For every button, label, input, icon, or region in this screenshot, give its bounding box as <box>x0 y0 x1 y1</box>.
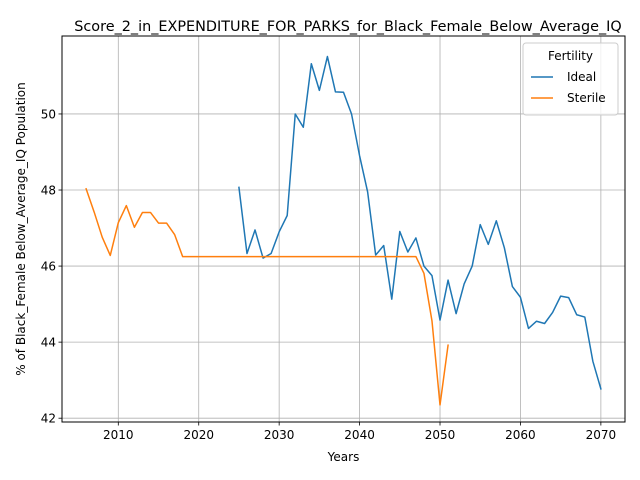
x-tick-label: 2040 <box>344 428 375 442</box>
x-axis: 2010 2020 2030 2040 2050 2060 2070 <box>103 422 616 442</box>
plot-frame <box>61 35 626 423</box>
chart-title: Score_2_in_EXPENDITURE_FOR_PARKS_for_Bla… <box>74 19 621 35</box>
y-axis-label: % of Black_Female Below_Average_IQ Popul… <box>14 82 28 376</box>
y-tick-label: 46 <box>41 260 56 274</box>
legend-label-sterile: Sterile <box>567 91 606 105</box>
x-tick-label: 2050 <box>425 428 456 442</box>
x-tick-label: 2070 <box>586 428 617 442</box>
x-axis-label: Years <box>327 450 360 464</box>
x-tick-label: 2030 <box>264 428 295 442</box>
legend-box <box>522 42 619 116</box>
legend: Fertility Ideal Sterile <box>522 42 619 116</box>
y-tick-label: 42 <box>41 412 56 426</box>
legend-label-ideal: Ideal <box>567 70 596 84</box>
x-tick-label: 2020 <box>183 428 214 442</box>
grid-lines <box>62 36 625 422</box>
x-tick-label: 2060 <box>505 428 536 442</box>
x-tick-label: 2010 <box>103 428 134 442</box>
series-layer <box>85 55 602 406</box>
series-line-sterile <box>85 187 449 406</box>
legend-title: Fertility <box>548 49 593 63</box>
series-line-ideal <box>238 55 602 390</box>
y-tick-label: 50 <box>41 107 56 121</box>
y-tick-label: 48 <box>41 184 56 198</box>
y-axis: 42 44 46 48 50 <box>41 107 62 426</box>
y-tick-label: 44 <box>41 336 56 350</box>
